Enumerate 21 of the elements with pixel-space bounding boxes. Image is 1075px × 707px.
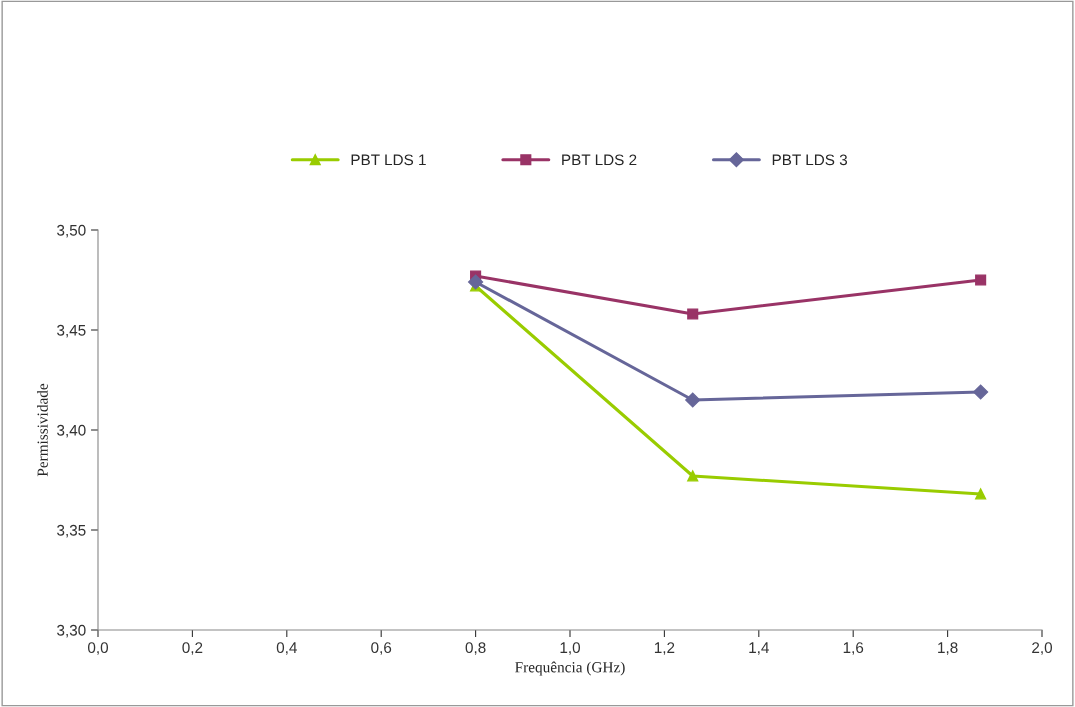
y-tick-label: 3,30 xyxy=(57,624,86,638)
x-tick-label: 0,2 xyxy=(182,642,203,655)
x-tick-label: 1,2 xyxy=(654,642,675,655)
x-tick-label: 1,6 xyxy=(843,642,864,655)
x-tick-label: 1,0 xyxy=(560,642,581,655)
legend-label: PBT LDS 2 xyxy=(562,154,637,166)
legend-label: PBT LDS 3 xyxy=(772,154,848,166)
x-axis-title: Frequência (GHz) xyxy=(515,661,625,676)
x-tick-label: 0,0 xyxy=(87,642,109,655)
y-tick-label: 3,35 xyxy=(57,524,86,538)
x-tick-label: 1,8 xyxy=(938,642,958,655)
legend-label: PBT LDS 1 xyxy=(351,154,426,166)
x-tick-label: 0,8 xyxy=(465,642,486,655)
y-tick-label: 3,50 xyxy=(57,224,86,238)
y-tick-label: 3,40 xyxy=(57,424,86,438)
x-tick-label: 0,4 xyxy=(276,642,297,655)
x-tick-label: 0,6 xyxy=(371,642,392,655)
y-tick-label: 3,45 xyxy=(57,324,86,338)
y-axis-title: Permissividade xyxy=(37,383,48,477)
x-tick-label: 2,0 xyxy=(1032,642,1053,655)
x-tick-label: 1,4 xyxy=(749,642,769,655)
